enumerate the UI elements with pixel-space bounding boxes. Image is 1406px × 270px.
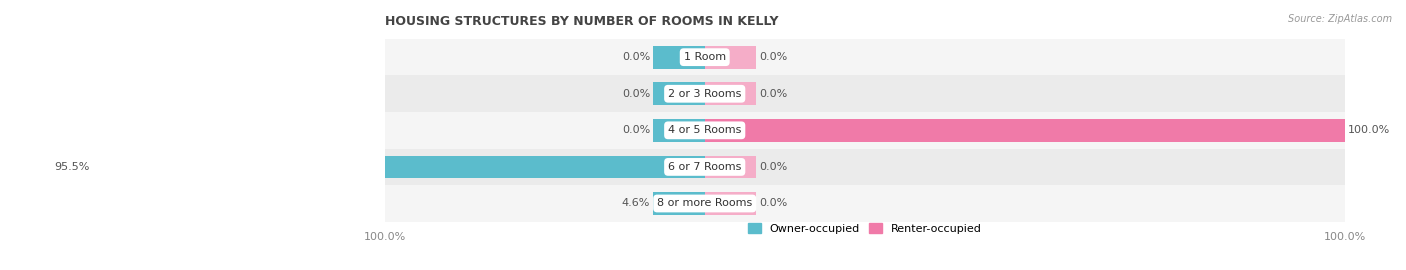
Text: 1 Room: 1 Room — [683, 52, 725, 62]
Text: 0.0%: 0.0% — [621, 125, 651, 135]
Bar — [654, 82, 704, 105]
Bar — [384, 39, 1346, 76]
Text: 4.6%: 4.6% — [621, 198, 651, 208]
Text: 2 or 3 Rooms: 2 or 3 Rooms — [668, 89, 741, 99]
Text: 0.0%: 0.0% — [759, 198, 787, 208]
Text: Source: ZipAtlas.com: Source: ZipAtlas.com — [1288, 14, 1392, 23]
Text: 0.0%: 0.0% — [759, 89, 787, 99]
Bar — [704, 46, 756, 69]
Bar — [704, 119, 1346, 142]
Text: 8 or more Rooms: 8 or more Rooms — [657, 198, 752, 208]
Text: 4 or 5 Rooms: 4 or 5 Rooms — [668, 125, 741, 135]
Text: 0.0%: 0.0% — [759, 162, 787, 172]
Bar — [384, 112, 1346, 148]
Bar — [93, 156, 704, 178]
Text: 0.0%: 0.0% — [621, 89, 651, 99]
Text: 95.5%: 95.5% — [55, 162, 90, 172]
Bar — [704, 156, 756, 178]
Text: 6 or 7 Rooms: 6 or 7 Rooms — [668, 162, 741, 172]
Bar — [704, 192, 756, 215]
Text: 100.0%: 100.0% — [1348, 125, 1391, 135]
Bar — [654, 46, 704, 69]
Text: 0.0%: 0.0% — [621, 52, 651, 62]
Bar — [704, 82, 756, 105]
Legend: Owner-occupied, Renter-occupied: Owner-occupied, Renter-occupied — [744, 219, 987, 238]
Bar — [384, 76, 1346, 112]
Bar — [654, 192, 704, 215]
Text: HOUSING STRUCTURES BY NUMBER OF ROOMS IN KELLY: HOUSING STRUCTURES BY NUMBER OF ROOMS IN… — [384, 15, 778, 28]
Text: 0.0%: 0.0% — [759, 52, 787, 62]
Bar — [654, 119, 704, 142]
Bar — [384, 185, 1346, 222]
Bar — [384, 148, 1346, 185]
